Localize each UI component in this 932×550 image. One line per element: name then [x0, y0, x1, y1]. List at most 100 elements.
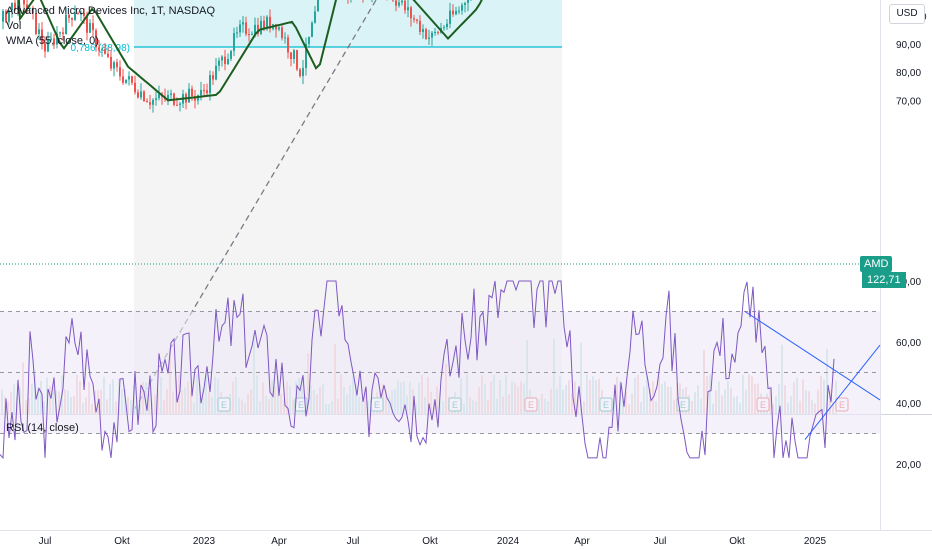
- candle-body: [395, 0, 397, 6]
- rsi-axis-label: 40,00: [896, 399, 921, 410]
- candle-body: [170, 93, 172, 95]
- candle-body: [419, 20, 421, 32]
- candle-body: [218, 60, 220, 66]
- candle-body: [410, 7, 412, 19]
- candle-body: [281, 27, 283, 39]
- candle-body: [425, 29, 427, 39]
- rsi-legend[interactable]: RSI (14, close): [6, 422, 79, 434]
- time-axis-label: 2023: [193, 536, 216, 547]
- wma-legend[interactable]: WMA (55, close, 0): [6, 35, 99, 47]
- candle-body: [449, 10, 451, 24]
- candle-body: [191, 88, 193, 97]
- candle-body: [152, 99, 154, 105]
- candle-body: [245, 22, 247, 35]
- candle-body: [89, 23, 91, 33]
- candle-body: [143, 91, 145, 102]
- candle-body: [83, 12, 85, 16]
- candle-body: [134, 82, 136, 93]
- candle-body: [296, 50, 298, 70]
- candle-body: [2, 10, 4, 22]
- candle-body: [59, 32, 61, 34]
- candle-body: [305, 43, 307, 68]
- fib-trend-line: [133, 0, 377, 411]
- candle-body: [266, 16, 268, 29]
- candle-body: [101, 49, 103, 51]
- candle-body: [248, 34, 250, 36]
- candle-body: [158, 93, 160, 99]
- candle-body: [71, 17, 73, 20]
- candle-body: [68, 14, 70, 18]
- rsi-axis-label: 20,00: [896, 460, 921, 471]
- candle-body: [407, 7, 409, 11]
- candle-body: [131, 76, 133, 83]
- fib-level-label: 0,786 (88,98): [71, 43, 131, 54]
- candle-body: [56, 33, 58, 45]
- candle-body: [299, 69, 301, 77]
- time-axis-label: 2025: [804, 536, 827, 547]
- candle-body: [254, 24, 256, 34]
- candle-body: [41, 29, 43, 44]
- candle-body: [458, 10, 460, 12]
- candle-body: [431, 32, 433, 38]
- candle-body: [44, 43, 46, 52]
- volume-legend[interactable]: Vol: [6, 20, 22, 32]
- candle-body: [461, 5, 463, 11]
- candle-body: [50, 38, 52, 40]
- candle-body: [230, 50, 232, 59]
- candle-body: [467, 0, 469, 3]
- candle-body: [275, 24, 277, 30]
- candle-body: [116, 62, 118, 68]
- candle-body: [278, 27, 280, 30]
- candle-body: [263, 20, 265, 29]
- candle-body: [149, 102, 151, 105]
- candle-body: [110, 56, 112, 69]
- candle-body: [416, 19, 418, 21]
- candle-body: [203, 90, 205, 92]
- wma-line: [17, 0, 483, 102]
- candle-body: [179, 103, 181, 105]
- candle-body: [146, 101, 148, 103]
- candle-body: [137, 92, 139, 98]
- fib-band: [134, 0, 562, 47]
- candle-body: [317, 0, 319, 12]
- rsi-upper-trendline: [744, 311, 881, 401]
- candle-body: [224, 56, 226, 65]
- candle-body: [29, 7, 31, 9]
- candle-body: [221, 56, 223, 61]
- candle-body: [38, 29, 40, 34]
- candle-body: [200, 90, 202, 96]
- candle-body: [32, 7, 34, 14]
- candle-body: [8, 10, 10, 22]
- time-axis-label: Jul: [347, 536, 360, 547]
- candle-body: [206, 90, 208, 94]
- last-price-tag: AMD122,71: [860, 256, 932, 288]
- candle-body: [437, 31, 439, 33]
- time-axis-label: Okt: [729, 536, 745, 547]
- candle-body: [77, 13, 79, 15]
- candle-body: [188, 88, 190, 103]
- last-price-value: 122,71: [862, 272, 906, 288]
- candle-body: [26, 4, 28, 9]
- candle-body: [35, 13, 37, 34]
- candle-body: [227, 58, 229, 65]
- currency-button[interactable]: USD: [889, 4, 925, 24]
- candle-body: [23, 0, 25, 5]
- rsi-lower-trendline: [804, 344, 881, 440]
- candle-body: [308, 36, 310, 44]
- candle-body: [464, 2, 466, 6]
- candle-body: [65, 14, 67, 35]
- candle-body: [104, 49, 106, 54]
- candle-body: [251, 33, 253, 35]
- candle-body: [167, 94, 169, 100]
- candle-body: [113, 62, 115, 69]
- candle-body: [53, 38, 55, 45]
- candle-body: [443, 27, 445, 29]
- candle-body: [287, 37, 289, 53]
- candle-body: [455, 11, 457, 15]
- candle-body: [428, 37, 430, 39]
- candle-body: [233, 33, 235, 51]
- price-axis-label: 80,00: [896, 68, 921, 79]
- candle-body: [74, 13, 76, 20]
